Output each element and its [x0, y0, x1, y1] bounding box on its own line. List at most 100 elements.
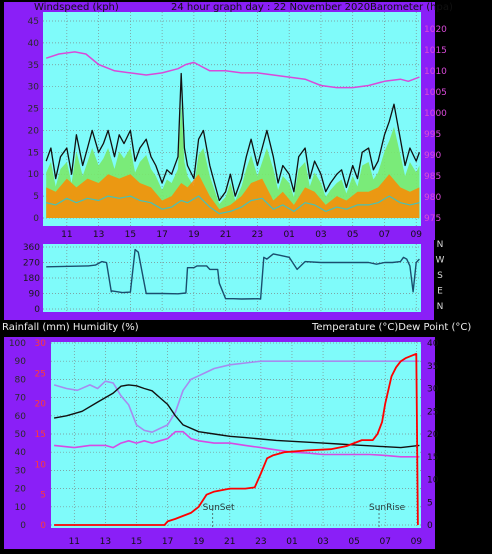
wind-time-label: 01	[283, 230, 294, 240]
rain-tick-label: 15	[35, 430, 46, 440]
wind-axis-ticks: 0510152025303540459759809859909951000100…	[28, 17, 448, 224]
wind-time-label: 19	[188, 230, 200, 240]
wind-left-tick-label: 15	[28, 148, 39, 158]
wind-average-line	[46, 195, 420, 215]
compass-label: W	[436, 256, 445, 266]
humidity-tick-label: 90	[15, 357, 27, 367]
compass-label: S	[437, 271, 443, 281]
humidity-tick-label: 60	[15, 412, 27, 422]
temp-header-right: Temperature (°C)Dew Point (°C)	[311, 322, 471, 333]
temp-time-label: 15	[131, 537, 142, 547]
humidity-tick-label: 70	[15, 394, 27, 404]
temperature-tick-label: 20	[427, 430, 439, 440]
temperature-tick-label: 35	[427, 362, 438, 372]
humidity-line	[53, 360, 420, 434]
humidity-tick-label: 80	[15, 375, 27, 385]
rain-tick-label: 10	[35, 460, 47, 470]
temp-axis-ticks: 0 10 20 30 40 50 60 70 80 90 100 0 5 10 15 20 25 30 0 5 10 15…	[9, 339, 439, 531]
temperature-tick-label: 0	[427, 521, 433, 531]
direction-tick-label: 180	[23, 274, 40, 284]
temp-time-label: 21	[224, 537, 235, 547]
sun-event-label: SunRise	[369, 503, 406, 513]
temp-time-label: 03	[317, 537, 328, 547]
temperature-line	[53, 384, 420, 449]
temp-time-label: 07	[380, 537, 391, 547]
wind-time-label: 05	[347, 230, 358, 240]
wind-left-tick-label: 25	[28, 105, 39, 115]
temperature-tick-label: 30	[427, 385, 439, 395]
wind-header-left: Windspeed (kph)	[34, 2, 119, 13]
temp-series	[53, 352, 420, 526]
temp-plot-area	[51, 342, 421, 528]
rain-tick-label: 30	[35, 339, 47, 349]
temp-time-labels: 11 13 15 17 19 21 23 01 03 05 07 09	[69, 537, 423, 547]
wind-time-label: 21	[220, 230, 231, 240]
temp-time-label: 13	[100, 537, 111, 547]
temp-time-label: 23	[255, 537, 266, 547]
wind-time-labels: 11 13 15 17 19 21 23 01 03 05 07 09	[61, 230, 422, 240]
humidity-tick-label: 40	[15, 448, 27, 458]
wind-time-label: 11	[61, 230, 72, 240]
baro-right-tick-label: 990	[424, 151, 441, 161]
direction-grid	[43, 244, 421, 312]
humidity-tick-label: 0	[20, 521, 26, 531]
rain-tick-label: 25	[35, 369, 46, 379]
wind-header-center: 24 hour graph day : 22 November 2020	[171, 2, 370, 13]
humidity-tick-label: 30	[15, 466, 27, 476]
wind-time-label: 15	[125, 230, 136, 240]
wind-left-tick-label: 0	[33, 214, 39, 224]
baro-right-tick-label: 1005	[424, 88, 447, 98]
direction-series	[46, 248, 420, 300]
wind-time-label: 03	[315, 230, 326, 240]
wind-time-label: 07	[379, 230, 390, 240]
wind-left-tick-label: 35	[28, 61, 39, 71]
temp-time-label: 01	[286, 537, 297, 547]
wind-gust-line	[45, 72, 421, 202]
humidity-tick-label: 10	[15, 503, 27, 513]
wind-time-label: 13	[93, 230, 104, 240]
temp-time-label: 05	[348, 537, 359, 547]
rain-tick-label: 0	[40, 521, 46, 531]
temperature-tick-label: 15	[427, 453, 438, 463]
compass-label: N	[437, 302, 444, 312]
baro-right-tick-label: 980	[424, 193, 441, 203]
rain-tick-label: 20	[35, 400, 47, 410]
temperature-tick-label: 25	[427, 407, 438, 417]
sun-events: SunSet SunRise	[203, 503, 406, 528]
wind-average-area	[46, 174, 420, 218]
rain-tick-label: 5	[40, 491, 46, 501]
wind-time-label: 09	[411, 230, 423, 240]
temp-time-label: 19	[193, 537, 205, 547]
sun-event-label: SunSet	[203, 503, 235, 513]
baro-right-tick-label: 975	[424, 214, 441, 224]
temperature-tick-label: 40	[427, 339, 439, 349]
dewpoint-line	[54, 430, 420, 458]
temp-time-label: 17	[162, 537, 173, 547]
wind-header-right: Barometer (hpa)	[370, 2, 453, 13]
humidity-tick-label: 50	[15, 430, 27, 440]
compass-label: E	[437, 287, 443, 297]
temp-time-label: 11	[69, 537, 80, 547]
baro-right-tick-label: 1015	[424, 46, 447, 56]
direction-tick-label: 0	[34, 305, 40, 315]
wind-time-label: 23	[252, 230, 263, 240]
wind-left-tick-label: 10	[28, 170, 40, 180]
temp-header-left: Rainfall (mm) Humidity (%)	[2, 322, 139, 333]
baro-right-tick-label: 1010	[424, 67, 447, 77]
wind-series	[45, 51, 421, 218]
wind-left-tick-label: 30	[28, 83, 40, 93]
direction-tick-label: 270	[23, 259, 40, 269]
direction-tick-label: 90	[29, 290, 41, 300]
barometer-line	[45, 51, 420, 89]
baro-right-tick-label: 1000	[424, 109, 447, 119]
wind-direction-line	[46, 248, 420, 300]
rainfall-line	[54, 352, 419, 526]
wind-time-label: 17	[156, 230, 167, 240]
temp-time-label: 09	[411, 537, 423, 547]
baro-right-tick-label: 985	[424, 172, 441, 182]
wind-left-tick-label: 40	[28, 39, 40, 49]
direction-axis-ticks: 0 90 180 270 360	[23, 243, 40, 315]
wind-left-tick-label: 5	[33, 192, 39, 202]
